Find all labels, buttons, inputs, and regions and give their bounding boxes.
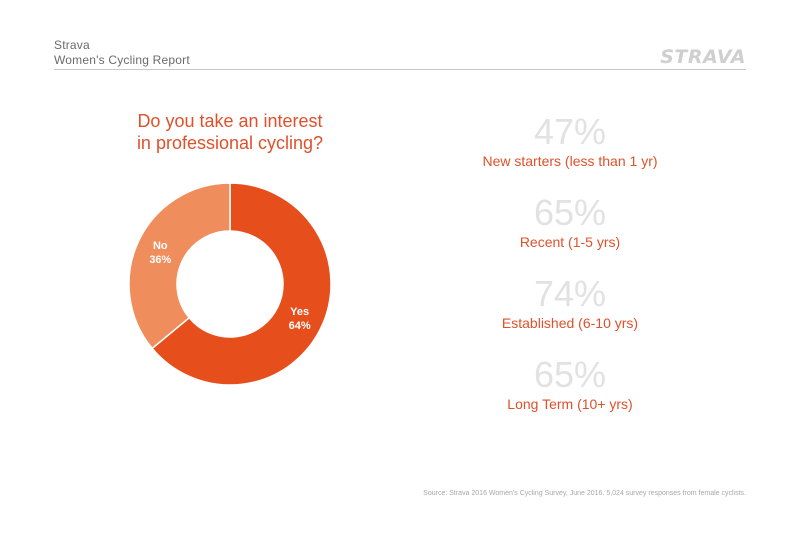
slice-yes <box>151 182 332 386</box>
stat-value: 65% <box>533 354 607 395</box>
stat-item: 74% Established (6-10 yrs) <box>450 274 690 355</box>
stat-label: Recent (1-5 yrs) <box>519 234 621 250</box>
slice-value-yes: 64% <box>289 320 311 332</box>
report-header: Strava Women's Cycling Report STRAVA <box>54 38 746 68</box>
stat-label: Established (6-10 yrs) <box>501 315 639 331</box>
brand-name: Strava <box>54 38 90 52</box>
stat-label: New starters (less than 1 yr) <box>482 153 658 169</box>
header-divider <box>54 69 746 70</box>
tenure-stats: 47% New starters (less than 1 yr) 65% Recen… <box>450 112 690 436</box>
slice-label-no: No <box>153 240 168 252</box>
strava-logo: STRAVA <box>660 46 746 68</box>
slice-value-no: 36% <box>149 254 171 266</box>
chart-title-line-1: Do you take an interest <box>137 111 323 131</box>
slice-label-yes: Yes <box>290 306 309 318</box>
stat-label: Long Term (10+ yrs) <box>507 396 633 412</box>
stat-item: 65% Long Term (10+ yrs) <box>450 355 690 436</box>
stat-value: 47% <box>533 111 607 152</box>
stat-item: 47% New starters (less than 1 yr) <box>450 112 690 193</box>
chart-title: Do you take an interest in professional … <box>110 110 350 154</box>
stat-value: 74% <box>533 273 607 314</box>
source-note: Source: Strava 2016 Women's Cycling Surv… <box>423 490 746 497</box>
stat-value: 65% <box>533 192 607 233</box>
slice-no <box>128 182 231 350</box>
stat-item: 65% Recent (1-5 yrs) <box>450 193 690 274</box>
chart-title-line-2: in professional cycling? <box>136 133 324 153</box>
report-title: Women's Cycling Report <box>54 53 190 67</box>
